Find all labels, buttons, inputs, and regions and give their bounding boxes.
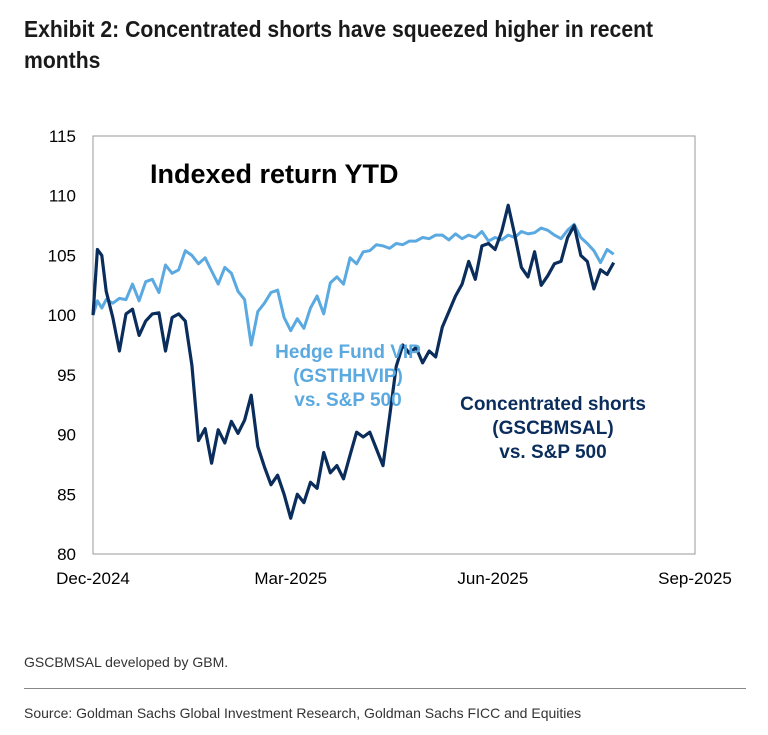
series-lines [91, 203, 616, 520]
series-label-hedge-fund-vip: (GSTHHVIP) [293, 366, 403, 387]
x-tick-label: Dec-2024 [56, 569, 130, 588]
series-line-concentrated-shorts [91, 203, 616, 520]
x-tick-label: Sep-2025 [658, 569, 732, 588]
y-tick-label: 90 [57, 426, 76, 445]
y-tick-label: 105 [48, 246, 76, 265]
series-label-concentrated-shorts: (GSCBMSAL) [492, 418, 613, 439]
footnote: GSCBMSAL developed by GBM. [24, 654, 229, 670]
line-chart: Indexed return YTD 80859095100105110115 … [48, 127, 732, 588]
x-axis: Dec-2024 Mar-2025 Jun-2025 Sep-2025 [56, 569, 732, 588]
x-tick-label: Jun-2025 [457, 569, 528, 588]
divider [24, 688, 746, 689]
y-tick-label: 110 [49, 187, 76, 206]
series-labels: Hedge Fund VIP (GSTHHVIP) vs. S&P 500 Conce… [275, 342, 646, 463]
y-tick-label: 85 [57, 485, 76, 504]
series-label-concentrated-shorts: vs. S&P 500 [499, 442, 606, 463]
page-title: Exhibit 2: Concentrated shorts have sque… [24, 16, 654, 73]
series-label-concentrated-shorts: Concentrated shorts [460, 394, 646, 415]
source-note: Source: Goldman Sachs Global Investment … [24, 705, 582, 721]
y-tick-label: 115 [49, 127, 76, 146]
x-tick-label: Mar-2025 [254, 569, 327, 588]
series-label-hedge-fund-vip: Hedge Fund VIP [275, 342, 421, 363]
chart-title: Indexed return YTD [150, 159, 399, 189]
series-label-hedge-fund-vip: vs. S&P 500 [294, 390, 401, 411]
series-line-hedge-fund-vip [91, 222, 615, 347]
plot-frame [92, 135, 696, 555]
y-tick-label: 100 [48, 306, 76, 325]
y-tick-label: 95 [57, 366, 76, 385]
y-tick-label: 80 [57, 545, 76, 564]
y-axis: 80 85 90 95 100 105 110 115 [48, 127, 76, 564]
